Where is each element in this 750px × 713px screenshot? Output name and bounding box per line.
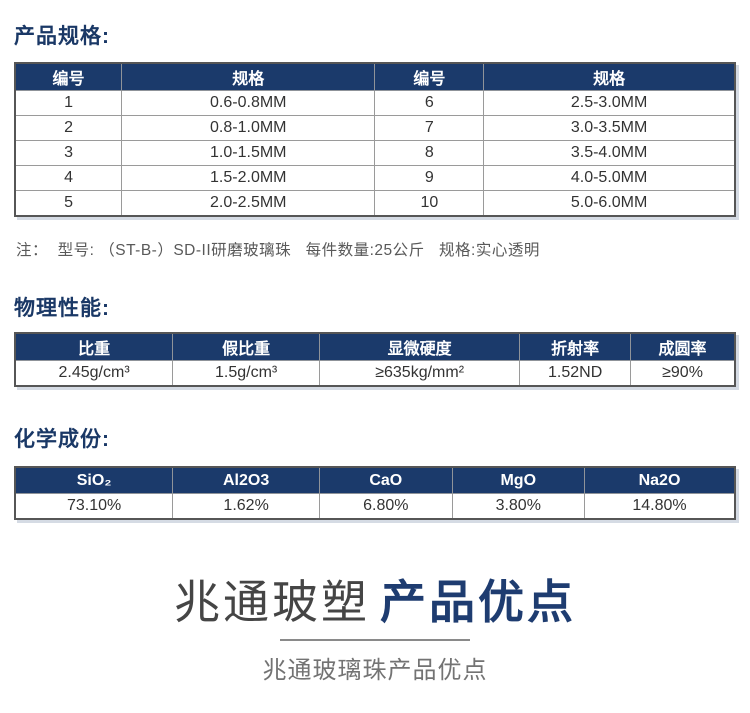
footer-title-accent: 产品优点 bbox=[380, 576, 576, 629]
table-cell: 2 bbox=[14, 115, 123, 142]
table-header-cell: SiO₂ bbox=[14, 466, 174, 494]
table-header-row: SiO₂ Al2O3 CaO MgO Na2O bbox=[14, 466, 736, 494]
table-header-cell: 成圆率 bbox=[630, 332, 736, 361]
table-cell: 1 bbox=[14, 90, 123, 117]
table-cell: 73.10% bbox=[14, 492, 174, 520]
table-row: 73.10% 1.62% 6.80% 3.80% 14.80% bbox=[14, 492, 736, 520]
table-cell: ≥635kg/mm² bbox=[319, 359, 521, 387]
table-header-cell: Na2O bbox=[583, 466, 736, 494]
table-cell: ≥90% bbox=[630, 359, 736, 387]
brand-name: 兆通玻塑 bbox=[174, 576, 370, 629]
table-cell: 2.0-2.5MM bbox=[121, 190, 376, 217]
table-cell: 1.5g/cm³ bbox=[172, 359, 321, 387]
table-cell: 6 bbox=[374, 90, 485, 117]
table-header-cell: MgO bbox=[451, 466, 585, 494]
table-cell: 7 bbox=[374, 115, 485, 142]
product-spec-page: 产品规格: 编号 规格 编号 规格 1 0.6-0.8MM 6 2.5-3.0MM 2 0.8-1… bbox=[14, 25, 736, 685]
table-cell: 3.0-3.5MM bbox=[483, 115, 736, 142]
spec-section-heading: 产品规格: bbox=[14, 25, 110, 48]
footer-divider-line bbox=[280, 639, 470, 642]
table-cell: 6.80% bbox=[319, 492, 453, 520]
table-cell: 5 bbox=[14, 190, 123, 217]
table-row: 2.45g/cm³ 1.5g/cm³ ≥635kg/mm² 1.52ND ≥90% bbox=[14, 359, 736, 387]
table-cell: 0.6-0.8MM bbox=[121, 90, 376, 117]
table-header-cell: 比重 bbox=[14, 332, 174, 361]
table-header-row: 编号 规格 编号 规格 bbox=[14, 62, 736, 92]
table-cell: 5.0-6.0MM bbox=[483, 190, 736, 217]
table-cell: 2.5-3.0MM bbox=[483, 90, 736, 117]
physical-section-heading: 物理性能: bbox=[14, 296, 110, 320]
table-cell: 3.5-4.0MM bbox=[483, 140, 736, 167]
footer-banner: 兆通玻塑 产品优点 兆通玻璃珠产品优点 bbox=[14, 576, 736, 685]
table-cell: 1.52ND bbox=[519, 359, 632, 387]
table-row: 3 1.0-1.5MM 8 3.5-4.0MM bbox=[14, 140, 736, 167]
table-cell: 0.8-1.0MM bbox=[121, 115, 376, 142]
table-header-cell: 假比重 bbox=[172, 332, 321, 361]
table-row: 5 2.0-2.5MM 10 5.0-6.0MM bbox=[14, 190, 736, 217]
table-row: 2 0.8-1.0MM 7 3.0-3.5MM bbox=[14, 115, 736, 142]
table-header-cell: 规格 bbox=[483, 62, 736, 92]
table-cell: 14.80% bbox=[583, 492, 736, 520]
table-cell: 4 bbox=[14, 165, 123, 192]
table-header-cell: 编号 bbox=[14, 62, 123, 92]
table-header-cell: 折射率 bbox=[519, 332, 632, 361]
table-cell: 8 bbox=[374, 140, 485, 167]
table-row: 1 0.6-0.8MM 6 2.5-3.0MM bbox=[14, 90, 736, 117]
physical-properties-table: 比重 假比重 显微硬度 折射率 成圆率 2.45g/cm³ 1.5g/cm³ ≥635kg/m… bbox=[14, 331, 736, 388]
table-row: 4 1.5-2.0MM 9 4.0-5.0MM bbox=[14, 165, 736, 192]
table-cell: 10 bbox=[374, 190, 485, 217]
table-cell: 1.62% bbox=[172, 492, 321, 520]
spec-note: 注： 型号: （ST-B-）SD-II研磨玻璃珠 每件数量:25公斤 规格:实心… bbox=[16, 241, 540, 259]
table-header-cell: 规格 bbox=[121, 62, 376, 92]
footer-subtitle: 兆通玻璃珠产品优点 bbox=[262, 657, 488, 685]
table-cell: 3 bbox=[14, 140, 123, 167]
table-header-cell: Al2O3 bbox=[172, 466, 321, 494]
chemical-composition-table: SiO₂ Al2O3 CaO MgO Na2O 73.10% 1.62% 6.80% 3.80%… bbox=[14, 466, 736, 521]
table-header-cell: CaO bbox=[319, 466, 453, 494]
table-cell: 3.80% bbox=[451, 492, 585, 520]
table-cell: 1.5-2.0MM bbox=[121, 165, 376, 192]
spec-table: 编号 规格 编号 规格 1 0.6-0.8MM 6 2.5-3.0MM 2 0.8-1.0MM 7 3… bbox=[14, 62, 736, 217]
table-header-cell: 编号 bbox=[374, 62, 485, 92]
table-header-row: 比重 假比重 显微硬度 折射率 成圆率 bbox=[14, 332, 736, 361]
table-cell: 2.45g/cm³ bbox=[14, 359, 174, 387]
table-cell: 4.0-5.0MM bbox=[483, 165, 736, 192]
table-header-cell: 显微硬度 bbox=[319, 332, 521, 361]
chemical-section-heading: 化学成份: bbox=[14, 428, 110, 452]
table-cell: 1.0-1.5MM bbox=[121, 140, 376, 167]
table-cell: 9 bbox=[374, 165, 485, 192]
footer-title: 兆通玻塑 产品优点 bbox=[14, 576, 736, 629]
